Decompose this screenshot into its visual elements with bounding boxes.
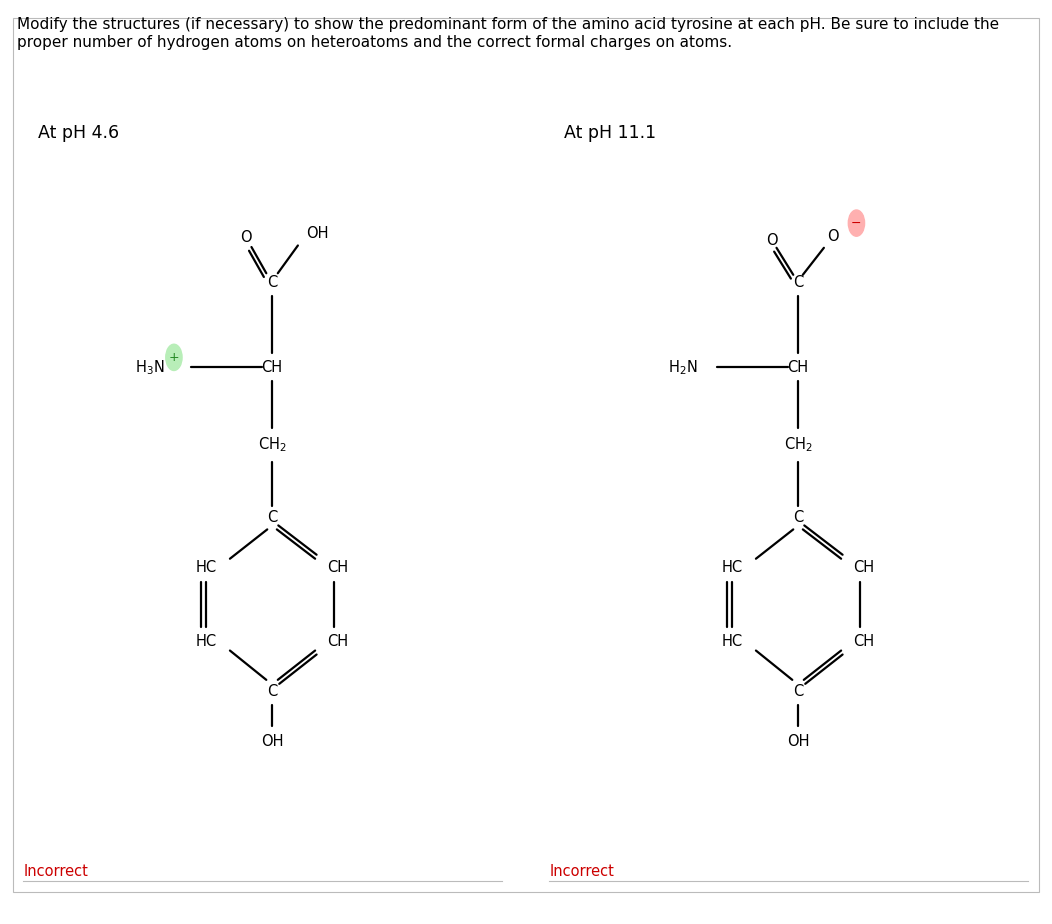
Text: +: + xyxy=(168,351,179,364)
Text: CH: CH xyxy=(853,634,874,649)
Text: At pH 11.1: At pH 11.1 xyxy=(564,125,655,142)
Text: HC: HC xyxy=(196,634,217,649)
Text: O: O xyxy=(827,229,838,244)
Text: C: C xyxy=(267,275,277,290)
Circle shape xyxy=(166,345,182,371)
Text: proper number of hydrogen atoms on heteroatoms and the correct formal charges on: proper number of hydrogen atoms on heter… xyxy=(17,35,732,50)
Text: CH: CH xyxy=(853,561,874,576)
Text: C: C xyxy=(267,510,277,526)
Text: HC: HC xyxy=(196,561,217,576)
Text: OH: OH xyxy=(306,226,329,241)
Text: C: C xyxy=(267,684,277,699)
Text: CH$_2$: CH$_2$ xyxy=(784,435,812,454)
Text: Incorrect: Incorrect xyxy=(549,864,614,879)
Text: OH: OH xyxy=(787,734,809,749)
Text: C: C xyxy=(793,684,803,699)
Text: C: C xyxy=(793,275,803,290)
Text: O: O xyxy=(240,230,251,245)
Text: At pH 4.6: At pH 4.6 xyxy=(38,125,119,142)
Text: C: C xyxy=(793,510,803,526)
Text: H$_3$N: H$_3$N xyxy=(135,358,164,377)
Text: CH: CH xyxy=(327,634,348,649)
Circle shape xyxy=(848,210,865,237)
Text: O: O xyxy=(766,233,777,248)
Text: HC: HC xyxy=(722,561,743,576)
Text: H$_2$N: H$_2$N xyxy=(668,358,697,377)
Text: −: − xyxy=(851,216,862,229)
Text: HC: HC xyxy=(722,634,743,649)
Text: Modify the structures (if necessary) to show the predominant form of the amino a: Modify the structures (if necessary) to … xyxy=(17,17,999,31)
Text: CH$_2$: CH$_2$ xyxy=(258,435,286,454)
Text: CH: CH xyxy=(262,359,283,375)
Text: CH: CH xyxy=(327,561,348,576)
Text: CH: CH xyxy=(788,359,809,375)
Text: OH: OH xyxy=(261,734,283,749)
Text: Incorrect: Incorrect xyxy=(23,864,88,879)
